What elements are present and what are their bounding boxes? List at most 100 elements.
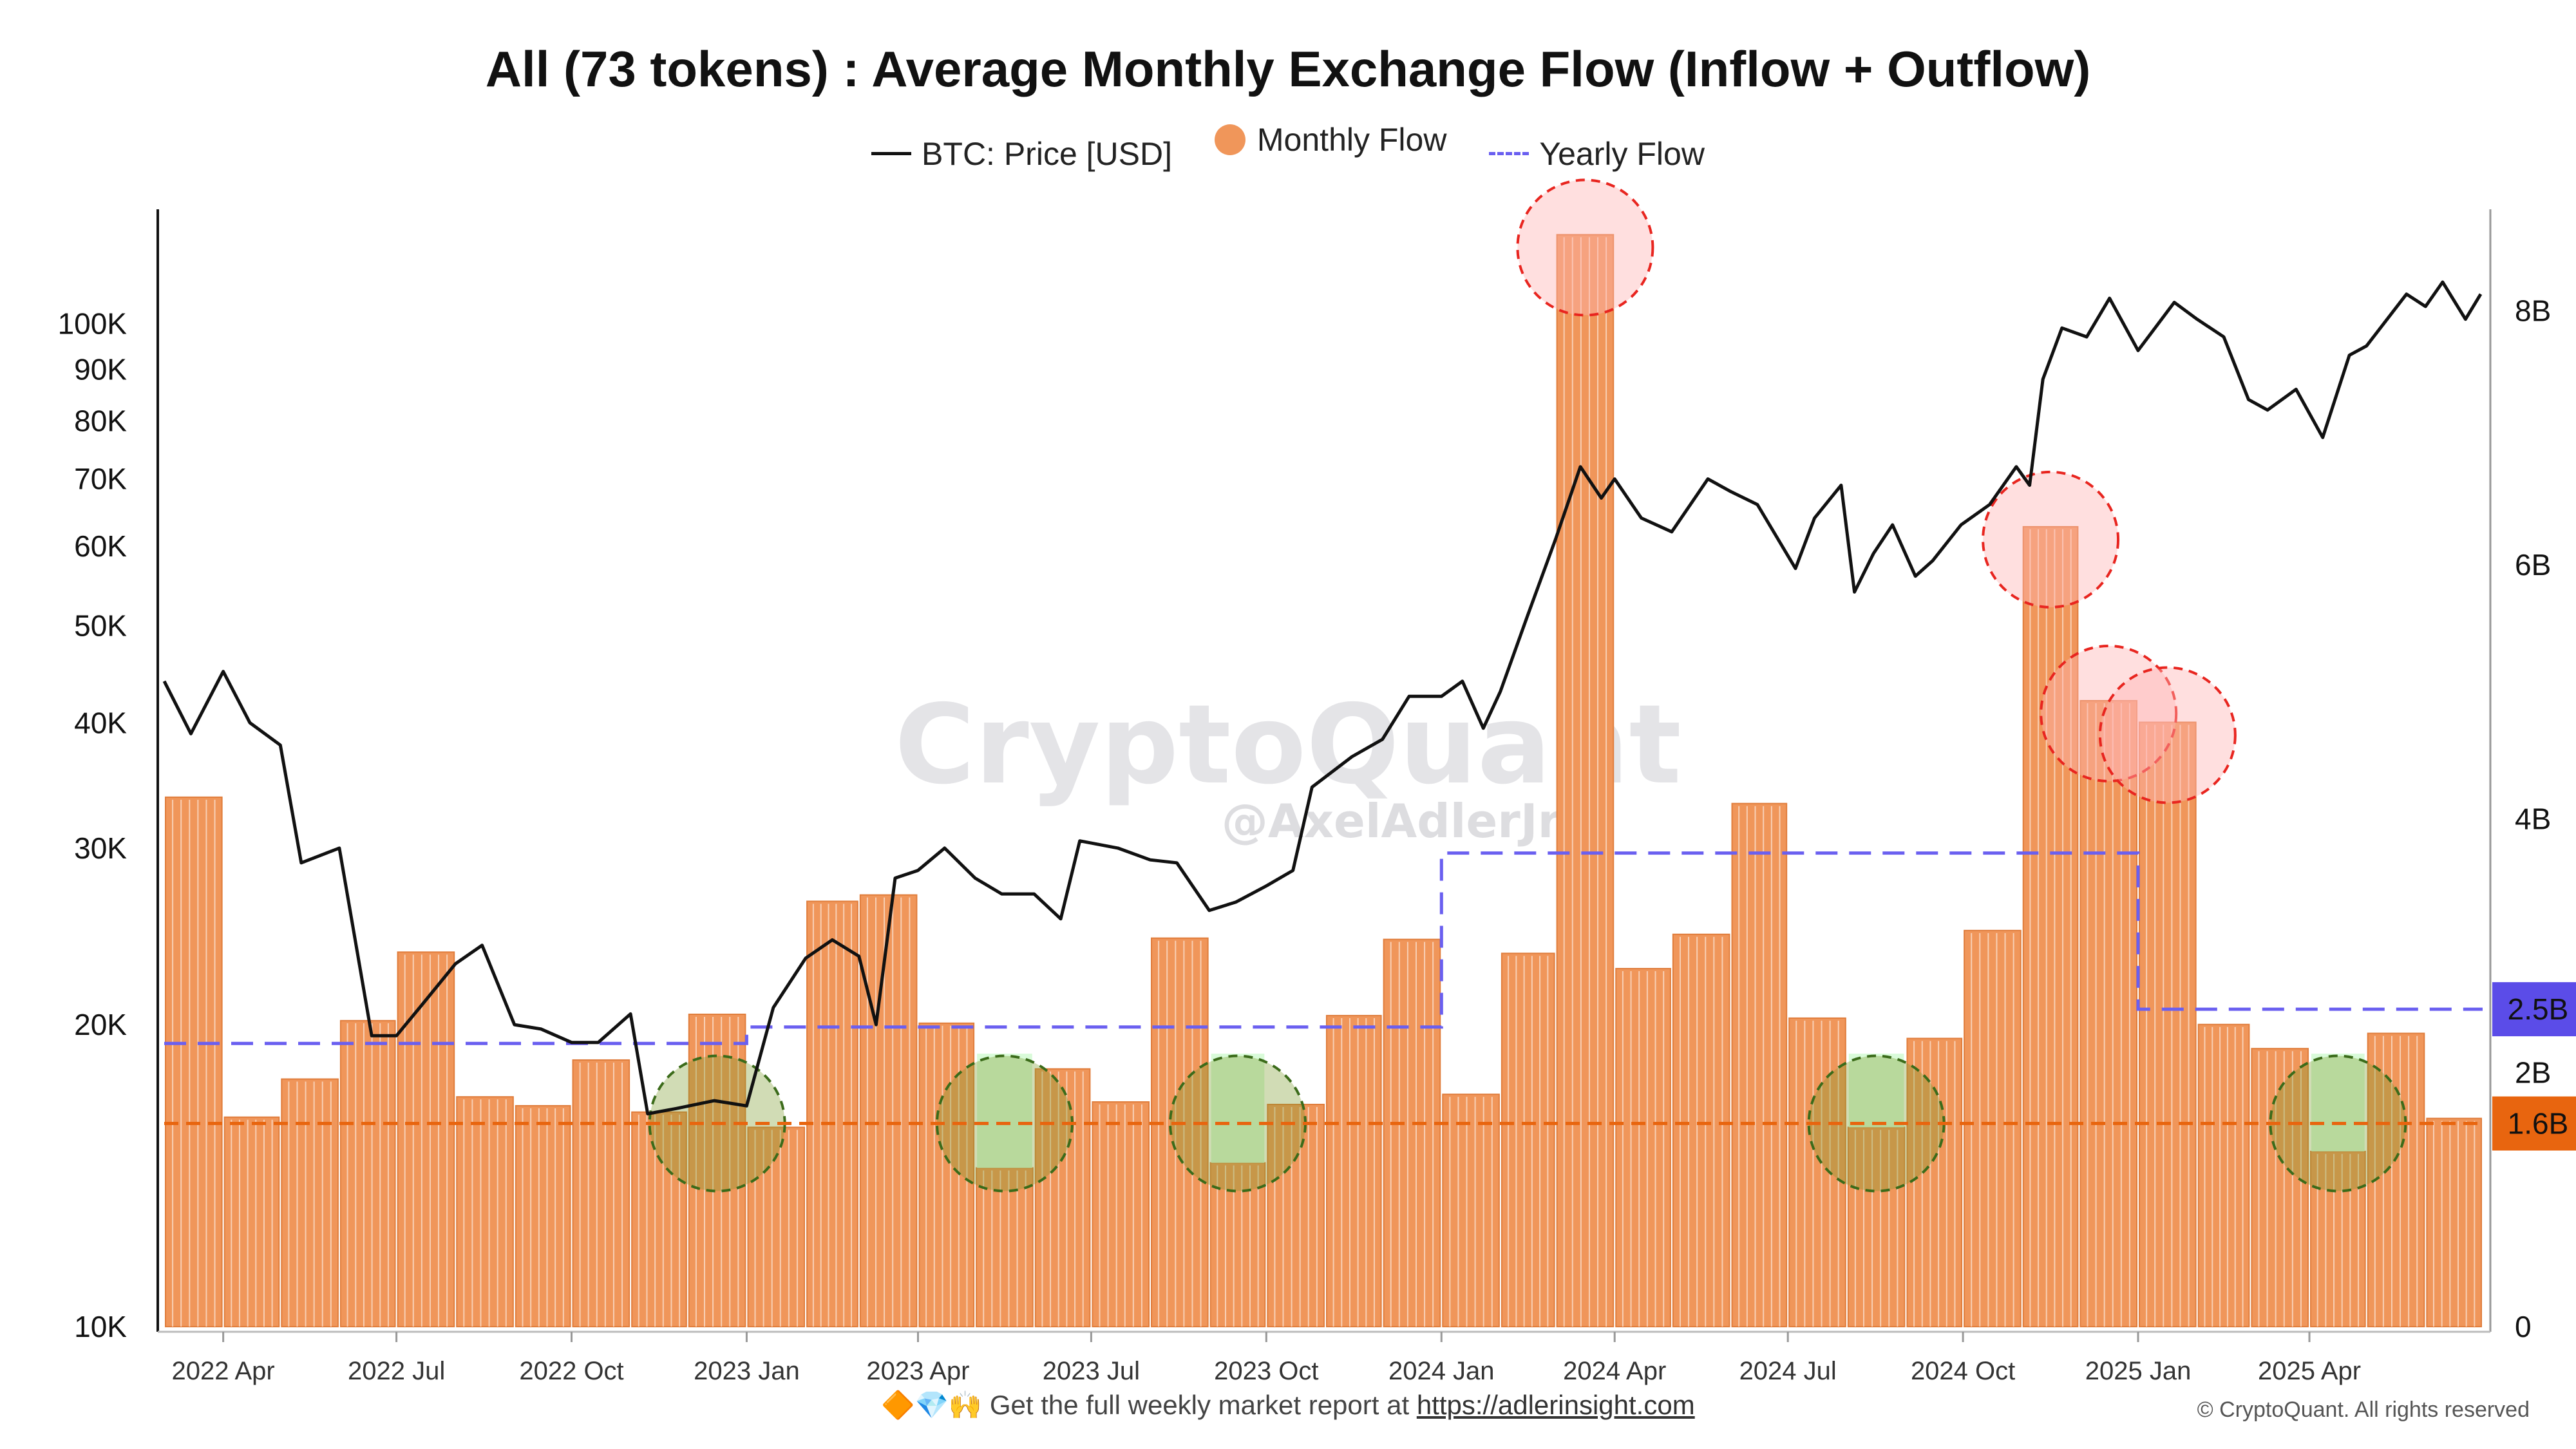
legend-item-monthly-flow[interactable]: Monthly Flow	[1214, 121, 1447, 158]
x-tick-label: 2024 Oct	[1911, 1357, 2015, 1385]
copyright: © CryptoQuant. All rights reserved	[2197, 1397, 2530, 1422]
bar-stripes	[2204, 1027, 2244, 1327]
y-left-tick-label: 80K	[74, 404, 127, 437]
monthly-flow-bar	[1964, 929, 2022, 1327]
bar-stripes	[1332, 1018, 1375, 1327]
yearly-flow-value-badge: 2.5B	[2508, 992, 2569, 1026]
legend-dash-swatch	[1489, 152, 1530, 155]
bar-stripes	[579, 1062, 623, 1327]
low-flow-highlight	[1211, 1054, 1265, 1163]
bar-stripes	[695, 1016, 739, 1327]
x-tick-label: 2025 Jan	[2085, 1357, 2192, 1385]
bar-stripes	[925, 1025, 968, 1327]
legend-label-price: BTC: Price [USD]	[922, 135, 1172, 172]
monthly-flow-bar	[456, 1096, 514, 1328]
y-left-tick-label: 20K	[74, 1008, 127, 1041]
monthly-flow-bar	[397, 951, 455, 1328]
bar-stripes	[638, 1114, 681, 1327]
bar-stripes	[346, 1023, 389, 1327]
low-flow-highlight	[977, 1054, 1032, 1168]
monthly-flow-bar	[281, 1078, 339, 1328]
monthly-flow-bar	[223, 1116, 280, 1327]
high-flow-circle	[2040, 645, 2178, 783]
yearly-flow-value-badge-bg	[2492, 982, 2576, 1037]
y-right-tick-label: 0	[2515, 1310, 2532, 1343]
monthly-flow-bar	[2079, 700, 2138, 1328]
monthly-flow-bar	[859, 894, 918, 1327]
legend-label-monthly-flow: Monthly Flow	[1256, 122, 1447, 158]
high-flow-circle	[1982, 470, 2120, 609]
monthly-flow-bar	[631, 1111, 687, 1327]
yearly-flow-line	[164, 851, 2483, 1045]
legend-item-yearly-flow[interactable]: Yearly Flow	[1489, 135, 1705, 173]
x-tick-label: 2022 Oct	[519, 1357, 623, 1385]
legend-item-price[interactable]: BTC: Price [USD]	[871, 135, 1172, 173]
bar-stripes	[2432, 1121, 2476, 1327]
monthly-flow-bar	[806, 900, 858, 1328]
high-flow-circle	[2098, 666, 2237, 804]
legend-line-swatch	[871, 152, 912, 155]
monthly-flow-bar	[1383, 938, 1441, 1327]
monthly-flow-bar	[1906, 1037, 1963, 1327]
monthly-flow-bar	[2197, 1023, 2250, 1327]
monthly-flow-bar	[1847, 1126, 1906, 1327]
monthly-flow-bar	[572, 1059, 630, 1328]
low-flow-highlight	[1848, 1054, 1904, 1128]
x-tick-label: 2024 Jan	[1388, 1357, 1495, 1385]
watermark: CryptoQuant @AxelAdlerJr	[895, 681, 1681, 848]
reference-value-badge-bg	[2492, 1096, 2576, 1151]
y-left-tick-label: 60K	[74, 529, 127, 563]
footer-text: Get the full weekly market report at	[989, 1390, 1410, 1420]
watermark-brand: CryptoQuant	[895, 681, 1681, 809]
legend: BTC: Price [USD] Monthly Flow Yearly Flo…	[0, 121, 2576, 173]
footer-link[interactable]: https://adlerinsight.com	[1416, 1390, 1695, 1420]
monthly-flow-bar	[2426, 1117, 2483, 1327]
monthly-flow-bar	[1731, 802, 1788, 1328]
x-tick-label: 2022 Apr	[172, 1357, 275, 1385]
bar-stripes	[1041, 1071, 1084, 1327]
bar-stripes	[812, 904, 852, 1327]
bar-stripes	[1274, 1106, 1318, 1327]
watermark-handle: @AxelAdlerJr	[1222, 794, 1561, 848]
monthly-flow-bar	[1556, 234, 1615, 1328]
y-left-tick-label: 90K	[74, 353, 127, 386]
bar-stripes	[1390, 942, 1434, 1327]
monthly-flow-bar	[1267, 1103, 1325, 1327]
bar-stripes	[463, 1099, 507, 1327]
high-flow-circle	[1516, 178, 1654, 317]
monthly-flow-bar	[1209, 1162, 1266, 1328]
x-tick-label: 2023 Jan	[694, 1357, 800, 1385]
monthly-flow-bar	[1092, 1101, 1150, 1328]
bar-stripes	[231, 1119, 273, 1327]
y-right-tick-label: 8B	[2515, 294, 2551, 328]
y-left-tick-label: 50K	[74, 609, 127, 642]
chart-title: All (73 tokens) : Average Monthly Exchan…	[485, 41, 2091, 97]
monthly-flow-bar	[1325, 1014, 1382, 1327]
bar-stripes	[1679, 936, 1723, 1327]
bar-stripes	[1622, 971, 1665, 1327]
bar-stripes	[2316, 1153, 2360, 1327]
bar-stripes	[2258, 1051, 2302, 1327]
x-tick-label: 2023 Apr	[866, 1357, 969, 1385]
bar-stripes	[1508, 956, 1549, 1327]
bar-stripes	[2087, 703, 2130, 1327]
y-left-tick-label: 10K	[74, 1310, 127, 1343]
btc-price-line	[162, 280, 2483, 1115]
monthly-flow-bar	[1442, 1094, 1500, 1327]
monthly-flow-bar	[1615, 968, 1671, 1327]
bar-stripes	[1563, 237, 1607, 1327]
monthly-flow-bar	[1034, 1068, 1091, 1328]
bar-stripes	[172, 799, 216, 1327]
bar-stripes	[522, 1108, 564, 1327]
monthly-flow-bar	[1788, 1017, 1846, 1328]
y-right-tick-label: 2B	[2515, 1056, 2551, 1090]
monthly-flow-bar	[1672, 933, 1730, 1328]
reference-value-badge: 1.6B	[2508, 1107, 2569, 1141]
x-tick-label: 2024 Jul	[1739, 1357, 1837, 1385]
x-tick-label: 2023 Jul	[1043, 1357, 1140, 1385]
bar-stripes	[1099, 1104, 1142, 1327]
x-tick-label: 2022 Jul	[348, 1357, 445, 1385]
legend-label-yearly-flow: Yearly Flow	[1539, 135, 1705, 172]
bar-stripes	[1449, 1097, 1493, 1327]
